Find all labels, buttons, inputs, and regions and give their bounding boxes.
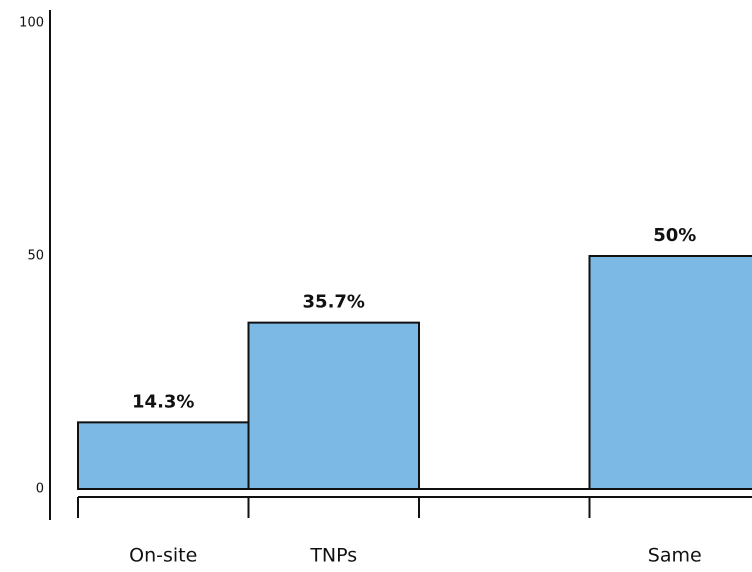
x-tick-label: On-site bbox=[129, 545, 197, 567]
y-tick-label: 0 bbox=[36, 482, 44, 497]
y-tick-label: 50 bbox=[27, 249, 44, 264]
y-tick-label: 100 bbox=[19, 16, 44, 31]
bar bbox=[588, 255, 752, 490]
value-label: 50% bbox=[653, 225, 696, 246]
bar bbox=[77, 421, 250, 490]
bar bbox=[247, 321, 420, 490]
value-label: 35.7% bbox=[303, 292, 365, 313]
x-tick-label: Same bbox=[648, 545, 702, 567]
x-tick-label: TNPs bbox=[309, 545, 357, 567]
value-label: 14.3% bbox=[132, 391, 194, 412]
